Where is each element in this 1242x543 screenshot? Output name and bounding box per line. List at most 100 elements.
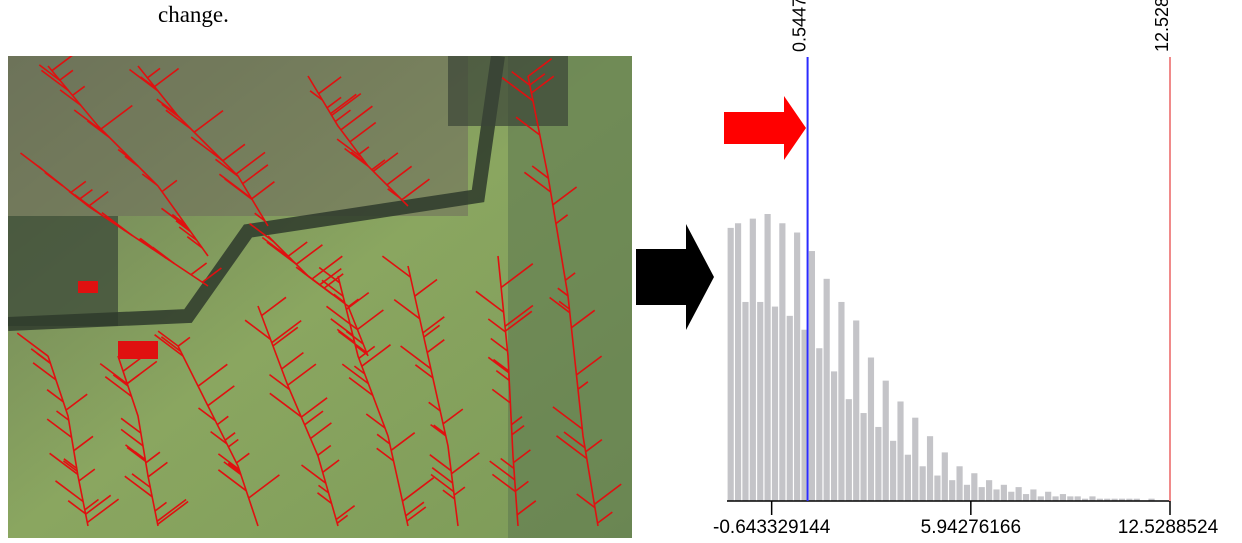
histogram-bar — [1148, 498, 1155, 501]
drainage-branch — [120, 428, 144, 447]
drainage-branch — [529, 73, 546, 86]
drainage-branch — [489, 460, 516, 481]
drainage-branch — [576, 355, 603, 376]
drainage-branch — [99, 362, 128, 385]
caption-text: change. — [158, 2, 229, 27]
drainage-branch — [190, 136, 223, 161]
histogram-bar — [993, 489, 1000, 501]
x-tick-label: 12.5288524 — [1118, 517, 1219, 538]
drainage-line — [337, 275, 409, 527]
drainage-branch — [186, 236, 203, 249]
drainage-branch — [141, 173, 158, 186]
drainage-branch — [86, 498, 120, 524]
drainage-branch — [493, 358, 510, 372]
drainage-branch — [85, 494, 112, 515]
drainage-lines — [16, 56, 622, 527]
histogram-bar — [779, 223, 786, 501]
histogram-bar — [986, 480, 993, 501]
drainage-branch — [140, 76, 157, 90]
histogram-bar — [1052, 496, 1059, 501]
drainage-branch — [51, 56, 73, 72]
drainage-branch — [152, 246, 175, 265]
drainage-branch — [138, 238, 154, 250]
drainage-branch — [154, 501, 167, 512]
drainage-branch — [336, 328, 356, 344]
drainage-line — [307, 75, 409, 207]
histogram-bar — [1067, 496, 1074, 501]
drainage-branch — [344, 147, 369, 167]
histogram-bar — [823, 278, 830, 501]
drainage-branch — [44, 171, 63, 187]
drainage-branch — [423, 324, 441, 338]
drainage-branch — [73, 435, 94, 452]
histogram-bar — [808, 251, 815, 501]
histogram-bar — [853, 320, 860, 501]
drainage-branch — [555, 214, 569, 225]
drainage-branch — [126, 446, 147, 463]
histogram-bar — [919, 466, 926, 501]
drainage-branch — [157, 330, 179, 347]
drainage-branch — [348, 376, 374, 397]
x-tick-label: -0.643329144 — [713, 517, 831, 538]
histogram-bar — [1059, 494, 1067, 501]
histogram-bar — [1133, 498, 1140, 501]
drainage-branch — [84, 498, 99, 511]
drainage-branch — [70, 180, 87, 194]
drainage-branch — [317, 444, 332, 456]
drainage-branch — [227, 438, 239, 448]
drainage-branch — [430, 473, 455, 493]
drainage-branch — [350, 151, 367, 164]
drainage-branch — [216, 415, 229, 426]
drainage-branch — [46, 389, 64, 403]
drainage-branch — [38, 64, 61, 82]
drainage-branch — [131, 473, 151, 489]
drainage-branch — [570, 309, 596, 329]
drainage-branch — [65, 393, 88, 411]
drainage-branch — [62, 460, 78, 472]
drainage-branch — [122, 356, 143, 372]
drainage-branch — [340, 105, 373, 131]
drainage-branch — [161, 207, 189, 229]
histogram-bar — [1015, 487, 1022, 501]
drainage-branch — [353, 365, 366, 375]
drainage-branch — [112, 374, 129, 387]
drainage-branch — [88, 190, 109, 207]
drainage-branch — [451, 452, 480, 475]
drainage-branch — [354, 344, 368, 356]
drainage-branch — [515, 480, 529, 492]
drainage-branch — [301, 464, 327, 484]
drainage-branch — [160, 336, 182, 352]
drainage-branch — [557, 287, 569, 297]
drainage-branch — [515, 116, 541, 136]
histogram-bar — [1074, 496, 1081, 501]
drainage-branch — [227, 463, 241, 474]
drainage-branch — [46, 418, 73, 439]
drainage-branch — [104, 376, 132, 397]
drainage-branch — [319, 267, 342, 286]
drainage-branch — [475, 290, 505, 313]
drainage-branch — [311, 255, 343, 280]
drainage-branch — [190, 262, 208, 276]
drainage-branch — [430, 423, 447, 437]
histogram-bar — [838, 301, 845, 501]
drainage-branch — [393, 298, 421, 320]
drainage-branch — [73, 109, 106, 134]
drainage-branch — [210, 430, 228, 445]
drainage-branch — [597, 511, 613, 524]
drainage-branch — [405, 501, 425, 517]
histogram-bar — [1096, 498, 1103, 501]
histogram-chart: -0.643329144 5.94276166 12.5288524 0.54474… — [700, 0, 1242, 538]
histogram-bar — [801, 329, 808, 501]
drainage-line — [177, 345, 259, 527]
drainage-branch — [207, 385, 235, 407]
histogram-bar — [742, 301, 749, 501]
drainage-branch — [331, 92, 362, 117]
drainage-branch — [165, 109, 192, 130]
drainage-line — [407, 265, 459, 527]
drainage-branch — [178, 226, 198, 241]
x-tick-label: 5.94276166 — [921, 517, 1021, 538]
histogram-bar — [764, 214, 771, 501]
drainage-branch — [287, 363, 317, 386]
drainage-branch — [593, 483, 622, 505]
drainage-branch — [323, 273, 344, 289]
